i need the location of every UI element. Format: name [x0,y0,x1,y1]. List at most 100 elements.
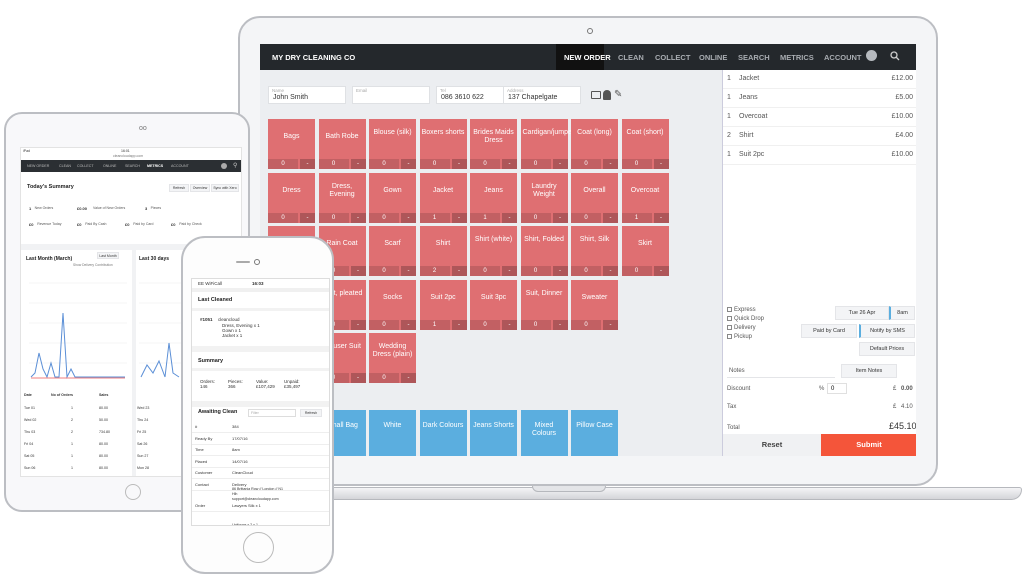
category-tile[interactable]: Mixed Colours [520,410,568,456]
item-tile[interactable]: Wedding Dress (plain) 0- [369,333,416,383]
time-button[interactable]: 8am [889,306,915,320]
item-minus-button[interactable]: - [502,212,517,223]
item-minus-button[interactable]: - [502,159,517,169]
item-tile[interactable]: Overcoat 1- [621,172,669,223]
item-tile[interactable]: Laundry Weight 0- [520,172,568,223]
item-minus-button[interactable]: - [401,373,416,383]
reset-button[interactable]: Reset [723,434,821,456]
tablet-sync-button[interactable]: Sync with Xero [211,184,239,192]
item-minus-button[interactable]: - [603,212,618,223]
item-tile[interactable]: Socks 0- [369,279,416,330]
tablet-search-icon[interactable]: ⚲ [233,163,238,169]
item-minus-button[interactable]: - [350,159,366,169]
submit-button[interactable]: Submit [821,434,916,456]
tablet-tab[interactable]: COLLECT [77,164,94,168]
item-minus-button[interactable]: - [552,212,568,223]
item-tile[interactable]: Coat (long) 0- [571,119,618,169]
tab-metrics[interactable]: METRICS [780,53,814,62]
date-button[interactable]: Tue 26 Apr [835,306,889,320]
item-minus-button[interactable]: - [603,319,618,330]
item-tile[interactable]: Suit, Dinner 0- [520,279,568,330]
item-minus-button[interactable]: - [502,266,517,276]
pickup-checkbox[interactable]: Pickup [727,333,764,342]
item-minus-button[interactable]: - [350,319,366,330]
item-tile[interactable]: Overall 0- [571,172,618,223]
phone-refresh-button[interactable]: Refresh [300,409,322,417]
item-minus-button[interactable]: - [502,319,517,330]
paid-by-button[interactable]: Paid by Card [801,324,857,338]
item-minus-button[interactable]: - [401,319,416,330]
item-tile[interactable]: Bags 0- [268,119,315,169]
item-tile[interactable]: Shirt (white) 0- [470,226,517,276]
item-minus-button[interactable]: - [451,319,467,330]
tab-collect[interactable]: COLLECT [655,53,691,62]
order-line[interactable]: 1 Suit 2pc £10.00 [723,146,916,165]
default-prices-button[interactable]: Default Prices [859,342,915,356]
phone-home-button[interactable] [243,532,274,563]
quick-drop-checkbox[interactable]: Quick Drop [727,315,764,324]
tablet-home-button[interactable] [125,484,141,500]
category-tile[interactable]: Jeans Shorts [470,410,517,456]
item-tile[interactable]: Shirt, Folded 0- [520,226,568,276]
item-tile[interactable]: Dress, Evening 0- [318,172,366,223]
tablet-tab[interactable]: NEW ORDER [27,164,50,168]
item-minus-button[interactable]: - [451,266,467,276]
item-tile[interactable]: Dress 0- [268,172,315,223]
item-tile[interactable]: Suit 2pc 1- [419,279,467,330]
item-tile[interactable]: Boxers shorts 0- [419,119,467,169]
category-tile[interactable]: Dark Colours [419,410,467,456]
item-minus-button[interactable]: - [653,159,669,169]
category-tile[interactable]: Pillow Case [571,410,618,456]
item-tile[interactable]: Skirt 0- [621,226,669,276]
item-tile[interactable]: Jeans 1- [470,172,517,223]
item-minus-button[interactable]: - [350,266,366,276]
delivery-checkbox[interactable]: Delivery [727,324,764,333]
item-tile[interactable]: Shirt 2- [419,226,467,276]
item-tile[interactable]: Scarf 0- [369,226,416,276]
item-tile[interactable]: Cardigan/jumper 0- [520,119,574,169]
item-tile[interactable]: Bath Robe 0- [318,119,366,169]
category-tile[interactable]: White [369,410,416,456]
item-minus-button[interactable]: - [300,159,315,169]
tablet-refresh-button[interactable]: Refresh [169,184,189,192]
tab-clean[interactable]: CLEAN [618,53,644,62]
express-checkbox[interactable]: Express [727,306,764,315]
item-tile[interactable]: Suit 3pc 0- [470,279,517,330]
notify-button[interactable]: Notify by SMS [859,324,915,338]
card-icon[interactable] [591,91,601,99]
item-minus-button[interactable]: - [401,159,416,169]
search-icon[interactable] [890,51,900,61]
item-minus-button[interactable]: - [451,212,467,223]
item-minus-button[interactable]: - [401,212,416,223]
tab-online[interactable]: ONLINE [699,53,728,62]
tablet-tab[interactable]: ONLINE [103,164,117,168]
tab-new-order[interactable]: NEW ORDER [564,53,611,62]
tab-search[interactable]: SEARCH [738,53,770,62]
item-minus-button[interactable]: - [401,266,416,276]
period-dropdown[interactable]: Last Month [97,252,119,259]
tablet-tab[interactable]: METRICS [147,164,164,168]
item-minus-button[interactable]: - [552,319,568,330]
email-field[interactable]: Email [352,86,430,104]
tab-account[interactable]: ACCOUNT [824,53,862,62]
edit-icon[interactable]: ✎ [614,89,623,100]
item-minus-button[interactable]: - [552,159,568,169]
order-line[interactable]: 2 Shirt £4.00 [723,127,916,146]
item-tile[interactable]: Blouse (silk) 0- [369,119,416,169]
tablet-overview-button[interactable]: Overview [190,184,210,192]
discount-input[interactable]: 0 [827,383,847,394]
item-tile[interactable]: Shirt, Silk 0- [571,226,618,276]
tablet-user-icon[interactable] [221,163,227,169]
filter-input[interactable]: Filter [248,409,296,417]
item-minus-button[interactable]: - [653,212,669,223]
item-minus-button[interactable]: - [451,159,467,169]
order-line[interactable]: 1 Overcoat £10.00 [723,108,916,127]
tablet-tab[interactable]: CLEAN [59,164,71,168]
item-notes-button[interactable]: Item Notes [841,364,897,378]
item-minus-button[interactable]: - [350,373,366,383]
item-minus-button[interactable]: - [603,266,618,276]
item-tile[interactable]: Coat (short) 0- [621,119,669,169]
item-minus-button[interactable]: - [552,266,568,276]
item-tile[interactable]: Brides Maids Dress 0- [470,119,517,169]
show-delivery-checkbox[interactable]: Show Delivery Contribution [73,263,113,267]
